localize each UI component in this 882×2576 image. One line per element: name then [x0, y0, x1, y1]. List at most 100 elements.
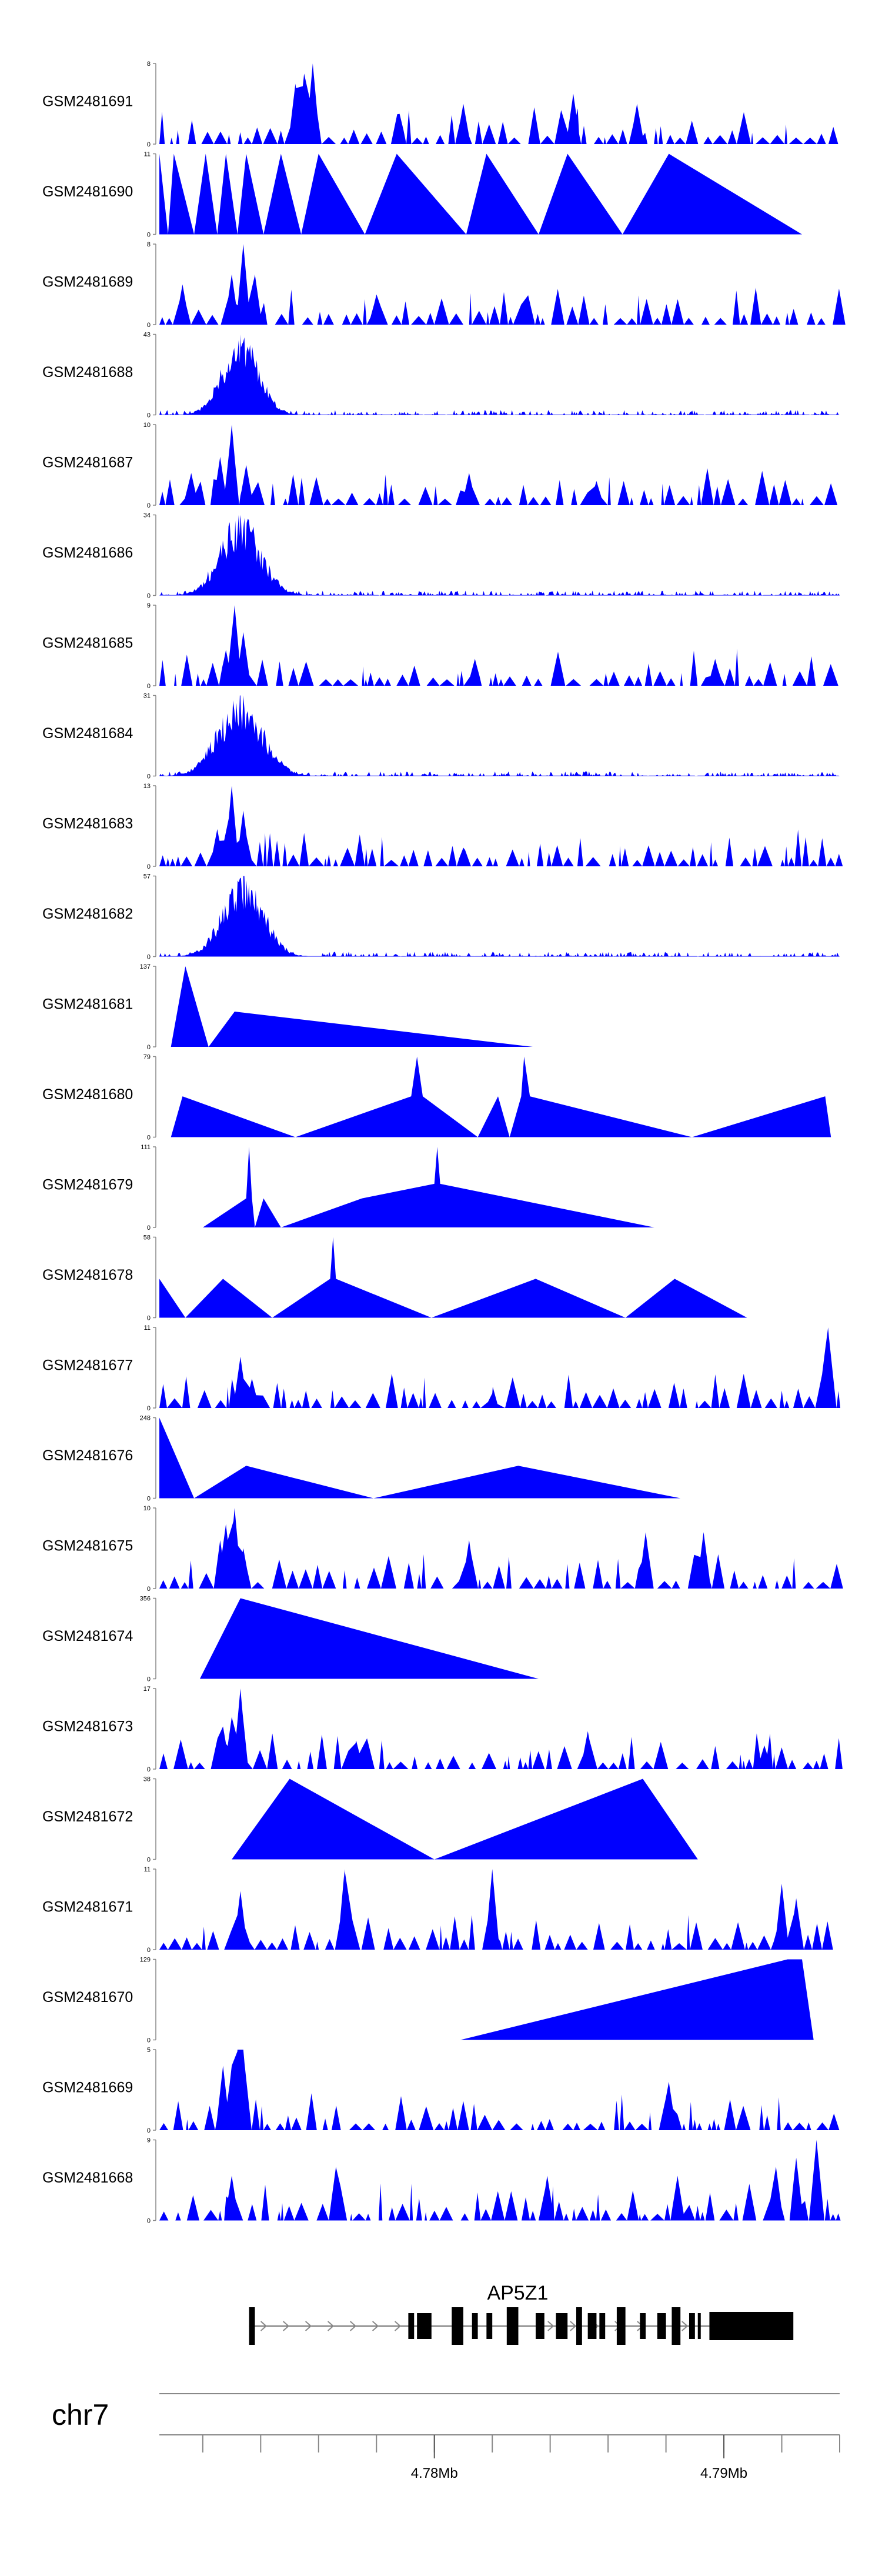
track-label: GSM2481690	[42, 183, 133, 200]
track-label: GSM2481689	[42, 274, 133, 291]
y-min-label: 0	[147, 322, 151, 329]
y-max-label: 38	[143, 1776, 151, 1783]
track-gsm2481673: GSM2481673 17 0	[42, 1686, 849, 1773]
strand-arrow	[372, 2321, 379, 2331]
track-label: GSM2481691	[42, 94, 133, 110]
track-gsm2481682: GSM2481682 57 0	[42, 873, 840, 961]
y-min-label: 0	[147, 1315, 151, 1322]
coverage-area	[202, 1147, 654, 1227]
exon	[671, 2307, 681, 2345]
exon	[452, 2307, 463, 2345]
y-max-label: 31	[143, 693, 151, 700]
track-label: GSM2481670	[42, 1989, 133, 2006]
y-max-label: 356	[140, 1596, 151, 1603]
track-gsm2481671: GSM2481671 11 0	[42, 1866, 840, 1954]
y-max-label: 17	[143, 1686, 151, 1693]
track-gsm2481683: GSM2481683 13 0	[42, 783, 847, 870]
track-gsm2481677: GSM2481677 11 0	[42, 1324, 846, 1412]
coverage-area	[159, 154, 802, 235]
coverage-area	[460, 1959, 814, 2040]
y-max-label: 43	[143, 332, 151, 339]
y-min-label: 0	[147, 2127, 151, 2134]
exon	[616, 2307, 626, 2345]
track-gsm2481686: GSM2481686 34 0	[42, 512, 840, 600]
coverage-area	[159, 695, 840, 776]
y-min-label: 0	[147, 1586, 151, 1593]
y-min-label: 0	[147, 1044, 151, 1051]
y-min-label: 0	[147, 863, 151, 870]
coverage-area	[171, 1056, 831, 1137]
exon	[408, 2313, 415, 2339]
y-min-label: 0	[147, 683, 151, 690]
exon	[536, 2313, 544, 2339]
track-label: GSM2481686	[42, 545, 133, 561]
strand-arrow	[327, 2321, 335, 2331]
y-min-label: 0	[147, 412, 151, 419]
track-label: GSM2481672	[42, 1808, 133, 1825]
coverage-area	[159, 1689, 849, 1769]
exon	[486, 2313, 493, 2339]
y-min-label: 0	[147, 1405, 151, 1412]
coverage-area	[159, 2140, 849, 2221]
y-max-label: 5	[147, 2047, 151, 2054]
y-min-label: 0	[147, 593, 151, 600]
gene-name: AP5Z1	[487, 2282, 548, 2304]
track-label: GSM2481688	[42, 364, 133, 381]
track-gsm2481687: GSM2481687 10 0	[42, 422, 840, 509]
strand-arrow	[394, 2321, 402, 2331]
coverage-area	[159, 334, 840, 415]
y-min-label: 0	[147, 502, 151, 509]
chromosome-label: chr7	[52, 2398, 109, 2431]
track-label: GSM2481679	[42, 1177, 133, 1193]
y-min-label: 0	[147, 141, 151, 148]
track-label: GSM2481676	[42, 1447, 133, 1464]
y-max-label: 11	[144, 151, 151, 158]
y-max-label: 8	[147, 241, 151, 248]
coverage-area	[171, 966, 533, 1047]
track-gsm2481680: GSM2481680 79 0	[42, 1054, 831, 1142]
y-min-label: 0	[147, 2218, 151, 2225]
coverage-area	[159, 1508, 843, 1589]
y-max-label: 9	[147, 2137, 151, 2144]
track-label: GSM2481685	[42, 635, 133, 652]
axis-tick-label: 4.79Mb	[700, 2465, 747, 2481]
coverage-area	[159, 1417, 681, 1499]
coverage-area	[159, 2050, 840, 2130]
exon	[417, 2313, 432, 2339]
track-gsm2481690: GSM2481690 11 0	[42, 151, 802, 239]
y-max-label: 8	[147, 61, 151, 68]
genome-axis: chr7 4.78Mb 4.79Mb	[52, 2393, 840, 2481]
track-gsm2481688: GSM2481688 43 0	[42, 332, 840, 419]
y-max-label: 10	[143, 1505, 151, 1512]
track-label: GSM2481669	[42, 2080, 133, 2096]
exon	[587, 2313, 597, 2339]
y-min-label: 0	[147, 773, 151, 780]
y-max-label: 248	[140, 1415, 151, 1422]
strand-arrow	[260, 2321, 268, 2331]
track-label: GSM2481683	[42, 816, 133, 832]
y-max-label: 11	[144, 1324, 151, 1332]
y-min-label: 0	[147, 1496, 151, 1503]
exon	[506, 2307, 519, 2345]
exon	[249, 2307, 255, 2345]
coverage-area	[199, 1598, 539, 1679]
gene-model: AP5Z1	[249, 2282, 794, 2345]
coverage-area	[159, 425, 840, 505]
y-max-label: 10	[143, 422, 151, 429]
y-min-label: 0	[147, 232, 151, 239]
coverage-area	[159, 244, 853, 325]
y-min-label: 0	[147, 2037, 151, 2044]
track-label: GSM2481675	[42, 1538, 133, 1554]
exon	[709, 2312, 794, 2340]
exon	[697, 2313, 701, 2339]
coverage-area	[159, 786, 847, 866]
track-gsm2481681: GSM2481681 137 0	[42, 963, 533, 1051]
track-gsm2481670: GSM2481670 129 0	[42, 1957, 814, 2044]
strand-arrow	[547, 2321, 554, 2331]
track-label: GSM2481682	[42, 906, 133, 922]
axis-tick-label: 4.78Mb	[411, 2465, 458, 2481]
y-min-label: 0	[147, 1224, 151, 1232]
y-max-label: 58	[143, 1234, 151, 1242]
strand-arrow	[349, 2321, 357, 2331]
